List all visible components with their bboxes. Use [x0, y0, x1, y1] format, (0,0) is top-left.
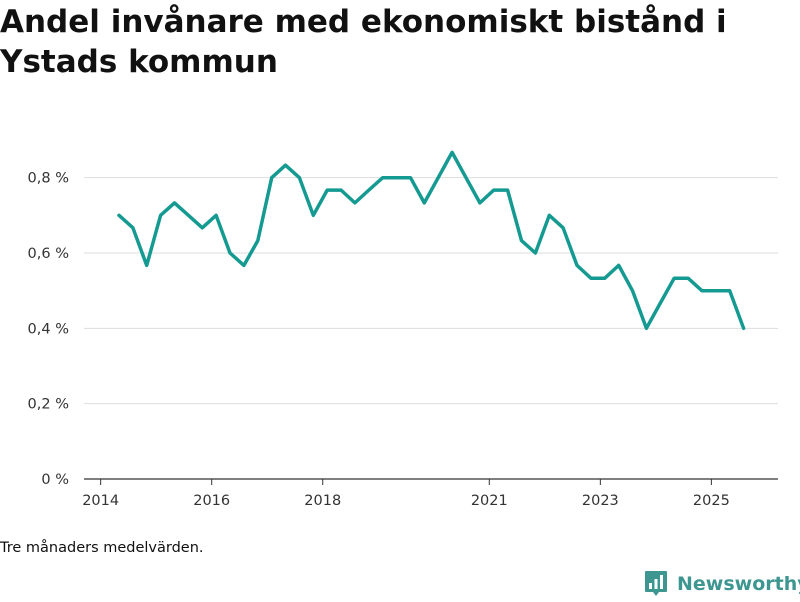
gridlines — [84, 177, 778, 405]
y-tick-label: 0,6 % — [28, 246, 69, 262]
footnote: Tre månaders medelvärden. — [0, 540, 204, 556]
data-point[interactable] — [432, 172, 444, 184]
data-point[interactable] — [238, 259, 250, 271]
data-point[interactable] — [335, 184, 347, 196]
series-line-0 — [117, 150, 746, 331]
y-tick-label: 0,2 % — [28, 397, 69, 413]
newsworthy-logo-icon — [644, 570, 668, 598]
data-point[interactable] — [543, 209, 555, 221]
x-axis-tick-labels: 2014 2016 2018 2021 2023 2025 — [82, 493, 730, 509]
x-tick-label: 2025 — [693, 493, 730, 509]
brand-name: Newsworthy — [677, 573, 800, 595]
newsworthy-brand[interactable]: Newsworthy — [644, 568, 800, 600]
data-point[interactable] — [460, 172, 472, 184]
x-tick-label: 2018 — [304, 493, 341, 509]
x-tick-label: 2016 — [193, 493, 230, 509]
data-point[interactable] — [474, 197, 486, 209]
data-point[interactable] — [710, 285, 722, 297]
data-point[interactable] — [113, 209, 125, 221]
data-point[interactable] — [613, 259, 625, 271]
data-point[interactable] — [571, 259, 583, 271]
data-point[interactable] — [155, 209, 167, 221]
data-point[interactable] — [210, 209, 222, 221]
data-point[interactable] — [502, 184, 514, 196]
data-point[interactable] — [293, 172, 305, 184]
data-point[interactable] — [724, 285, 736, 297]
data-point[interactable] — [418, 197, 430, 209]
x-axis — [84, 478, 778, 485]
data-point[interactable] — [252, 235, 264, 247]
data-point[interactable] — [668, 272, 680, 284]
y-tick-label: 0 % — [41, 472, 69, 488]
data-point[interactable] — [196, 222, 208, 234]
data-point[interactable] — [363, 184, 375, 196]
data-point[interactable] — [529, 247, 541, 259]
chart-title: Andel invånare med ekonomiskt bistånd i … — [0, 4, 727, 80]
data-point[interactable] — [141, 259, 153, 271]
data-point[interactable] — [682, 272, 694, 284]
data-point[interactable] — [488, 184, 500, 196]
data-point[interactable] — [696, 285, 708, 297]
data-point[interactable] — [640, 322, 652, 334]
x-tick-label: 2021 — [471, 493, 508, 509]
data-point[interactable] — [446, 146, 458, 158]
data-point[interactable] — [627, 285, 639, 297]
data-point[interactable] — [280, 159, 292, 171]
x-tick-label: 2014 — [82, 493, 119, 509]
data-point[interactable] — [307, 209, 319, 221]
data-point[interactable] — [321, 184, 333, 196]
data-point[interactable] — [349, 197, 361, 209]
data-point[interactable] — [654, 297, 666, 309]
x-tick-label: 2023 — [582, 493, 619, 509]
data-point[interactable] — [557, 222, 569, 234]
data-point[interactable] — [391, 172, 403, 184]
y-tick-label: 0,8 % — [28, 171, 69, 187]
data-point[interactable] — [266, 172, 278, 184]
data-point[interactable] — [377, 172, 389, 184]
data-point[interactable] — [405, 172, 417, 184]
data-point[interactable] — [127, 222, 139, 234]
data-point[interactable] — [224, 247, 236, 259]
series-layer — [113, 146, 750, 334]
data-point[interactable] — [738, 322, 750, 334]
data-point[interactable] — [169, 197, 181, 209]
data-point[interactable] — [599, 272, 611, 284]
y-tick-label: 0,4 % — [28, 321, 69, 337]
data-point[interactable] — [585, 272, 597, 284]
data-point[interactable] — [516, 235, 528, 247]
data-point[interactable] — [182, 209, 194, 221]
y-axis-tick-labels: 0 % 0,2 % 0,4 % 0,6 % 0,8 % — [28, 171, 69, 488]
